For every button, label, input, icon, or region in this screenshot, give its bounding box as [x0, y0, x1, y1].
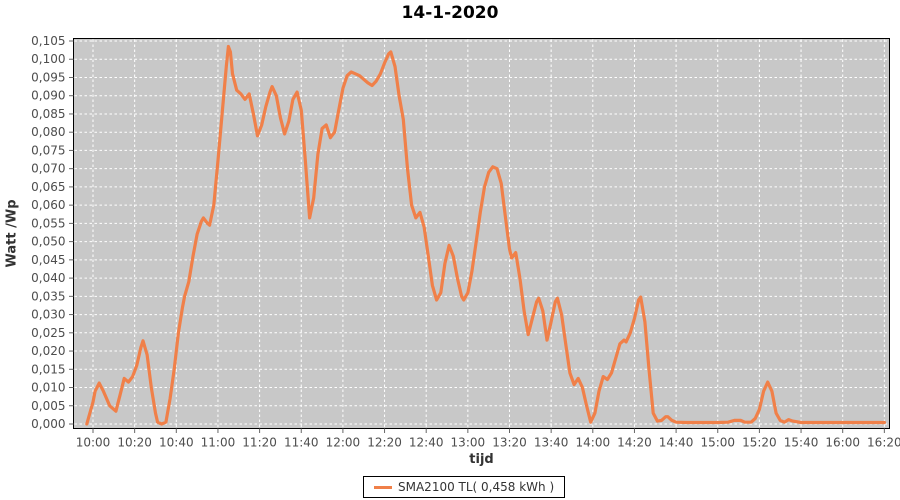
y-tick-label: 0,040 — [31, 271, 65, 285]
y-tick-label: 0,035 — [31, 289, 65, 303]
y-tick-label: 0,105 — [31, 34, 65, 48]
x-tick-label: 12:20 — [367, 436, 402, 450]
x-tick-label: 15:00 — [700, 436, 735, 450]
x-tick-label: 13:20 — [492, 436, 527, 450]
x-tick-label: 13:00 — [451, 436, 486, 450]
y-tick-label: 0,075 — [31, 143, 65, 157]
x-tick-label: 14:40 — [659, 436, 694, 450]
x-tick-label: 10:40 — [159, 436, 194, 450]
legend-line-swatch — [374, 485, 392, 489]
y-tick-label: 0,020 — [31, 344, 65, 358]
x-tick-label: 16:00 — [825, 436, 860, 450]
legend-label: SMA2100 TL( 0,458 kWh ) — [398, 480, 555, 494]
y-tick-label: 0,025 — [31, 326, 65, 340]
y-tick-label: 0,090 — [31, 89, 65, 103]
data-line-series — [85, 44, 886, 426]
x-tick-label: 14:20 — [617, 436, 652, 450]
x-tick-label: 13:40 — [534, 436, 569, 450]
y-tick-label: 0,010 — [31, 381, 65, 395]
y-tick-label: 0,000 — [31, 417, 65, 431]
plot-background — [73, 38, 890, 429]
y-tick-label: 0,085 — [31, 107, 65, 121]
y-tick-label: 0,095 — [31, 70, 65, 84]
x-tick-label: 11:00 — [201, 436, 236, 450]
y-tick-label: 0,060 — [31, 198, 65, 212]
x-tick-label: 11:40 — [284, 436, 319, 450]
y-tick-label: 0,005 — [31, 399, 65, 413]
y-tick-label: 0,050 — [31, 235, 65, 249]
y-tick-label: 0,100 — [31, 52, 65, 66]
y-tick-label: 0,080 — [31, 125, 65, 139]
chart-title: 14-1-2020 — [401, 3, 499, 23]
y-tick-label: 0,030 — [31, 308, 65, 322]
x-tick-label: 12:00 — [326, 436, 361, 450]
y-tick-label: 0,045 — [31, 253, 65, 267]
x-tick-label: 11:20 — [242, 436, 277, 450]
y-tick-label: 0,055 — [31, 216, 65, 230]
x-tick-label: 10:00 — [76, 436, 111, 450]
y-axis-title: Watt /Wp — [4, 199, 20, 268]
legend: SMA2100 TL( 0,458 kWh ) — [363, 476, 566, 498]
x-axis-title: tijd — [469, 452, 494, 467]
x-tick-label: 14:00 — [576, 436, 611, 450]
x-tick-label: 12:40 — [409, 436, 444, 450]
x-tick-label: 15:20 — [742, 436, 777, 450]
y-tick-label: 0,015 — [31, 362, 65, 376]
x-tick-label: 10:20 — [117, 436, 152, 450]
x-tick-label: 16:20 — [867, 436, 900, 450]
x-tick-label: 15:40 — [784, 436, 819, 450]
y-tick-label: 0,070 — [31, 162, 65, 176]
y-tick-label: 0,065 — [31, 180, 65, 194]
